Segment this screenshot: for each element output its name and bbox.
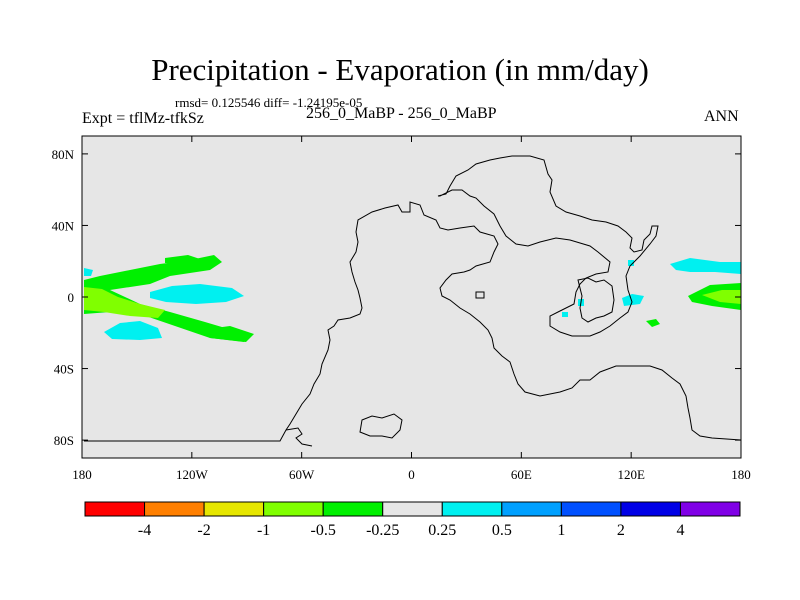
colorbar-swatch: [322, 501, 384, 517]
colorbar-label: 2: [617, 522, 625, 539]
patch-cyan-tiny-1: [628, 260, 634, 266]
patch-lightgreen-west: [84, 287, 165, 318]
northern-landmass-coastline: [437, 155, 659, 337]
axis-ticks: 180 120W 60W 0 60E 120E 180 80N 40N 0 40S 80S: [52, 136, 751, 482]
colorbar-swatch: [501, 501, 562, 517]
y-tick-label: 40S: [54, 362, 74, 377]
inner-basin-coastline: [577, 277, 615, 323]
x-tick-label: 120E: [617, 467, 645, 482]
small-island-coastline: [475, 291, 485, 299]
colorbar: -4 -2 -1 -0.5 -0.25 0.25 0.5 1 2 4: [84, 501, 741, 539]
plot-area: [81, 135, 742, 459]
colorbar-label: -1: [257, 522, 270, 539]
colorbar-label: 0.5: [492, 522, 512, 539]
experiment-label: Expt = tflMz-tfkSz: [82, 110, 204, 127]
colorbar-swatch: [441, 501, 503, 517]
colorbar-label: 0.25: [428, 522, 456, 539]
colorbar-label: 4: [676, 522, 684, 539]
colorbar-swatch: [620, 501, 681, 517]
y-tick-label: 40N: [52, 218, 75, 233]
patch-green-east-small: [646, 319, 660, 327]
x-tick-label: 180: [72, 467, 92, 482]
south-coast-spur: [285, 427, 313, 447]
colorbar-label: 1: [557, 522, 565, 539]
field-patches: [84, 255, 741, 342]
chart-title: Precipitation - Evaporation (in mm/day): [151, 52, 649, 87]
patch-cyan-west: [150, 284, 244, 304]
patch-cyan-east-north: [670, 258, 741, 274]
colorbar-swatch: [679, 501, 741, 517]
colorbar-swatch: [144, 501, 205, 517]
patch-cyan-tiny-2: [562, 312, 568, 317]
pangaea-coastline: [84, 201, 742, 442]
colorbar-swatch: [263, 501, 324, 517]
patch-green-northwest: [165, 255, 200, 263]
y-tick-label: 80N: [52, 147, 75, 162]
y-tick-label: 0: [68, 290, 75, 305]
colorbar-swatch: [203, 501, 265, 517]
colorbar-label: -4: [138, 522, 151, 539]
patch-cyan-far-west: [84, 268, 93, 276]
patch-green-west-band: [84, 255, 250, 342]
x-tick-label: 0: [408, 467, 415, 482]
colorbar-label: -2: [197, 522, 210, 539]
season-label: ANN: [704, 108, 739, 125]
island-coastline: [359, 413, 403, 439]
y-tick-label: 80S: [54, 433, 74, 448]
x-tick-label: 60W: [289, 467, 315, 482]
colorbar-swatch: [560, 501, 622, 517]
stats-text: rmsd= 0.125546 diff= -1.24195e-05: [175, 95, 363, 110]
patch-cyan-southwest: [104, 321, 162, 340]
x-tick-label: 180: [731, 467, 751, 482]
colorbar-swatch: [382, 501, 443, 517]
chart-subtitle: 256_0_MaBP - 256_0_MaBP: [306, 105, 497, 122]
patch-cyan-east-mid: [622, 294, 644, 306]
patch-lightgreen-east-equator: [702, 290, 741, 304]
colorbar-swatch: [84, 501, 146, 517]
colorbar-label: -0.25: [366, 522, 399, 539]
x-tick-label: 60E: [511, 467, 532, 482]
patch-green-southwest: [200, 326, 254, 342]
coastlines: [84, 155, 742, 447]
x-tick-label: 120W: [176, 467, 209, 482]
colorbar-label: -0.5: [311, 522, 336, 539]
